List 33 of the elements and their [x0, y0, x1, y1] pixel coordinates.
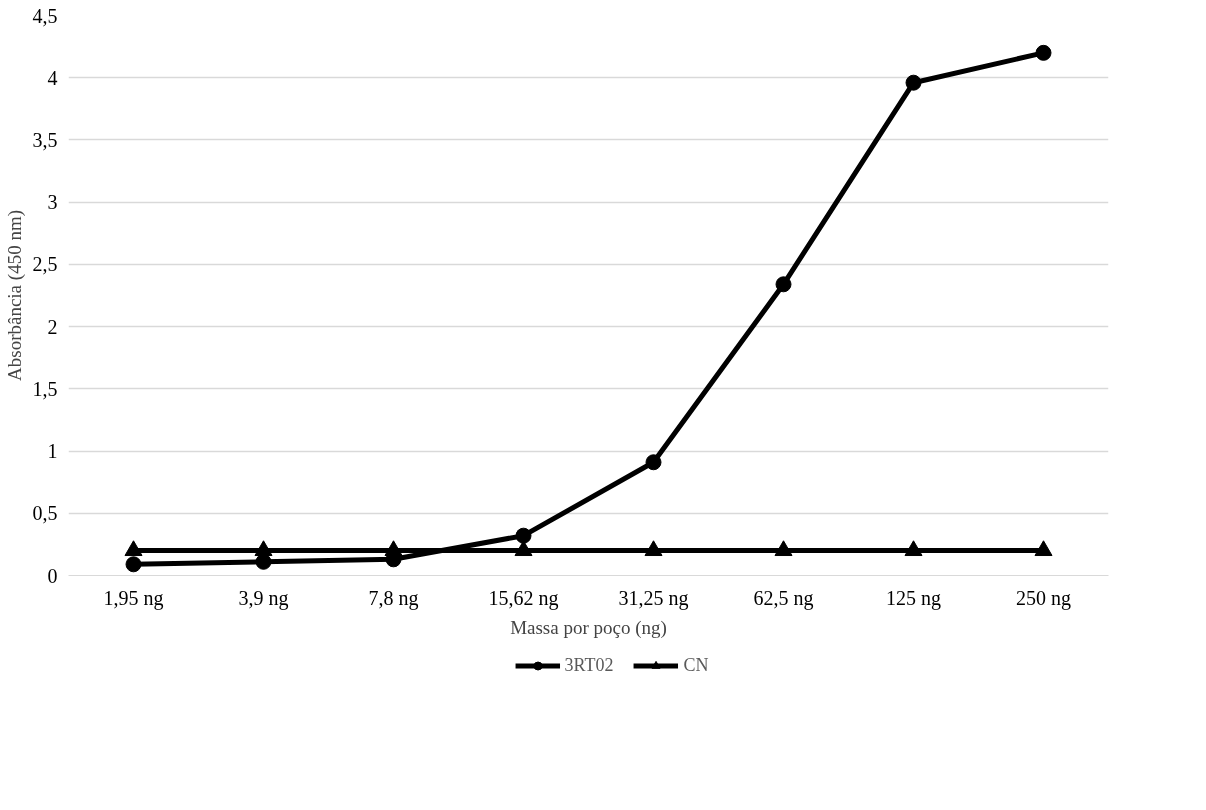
x-tick-label: 125 ng — [886, 586, 941, 610]
y-tick-label: 1 — [47, 440, 58, 463]
y-axis-title: Absorbância (450 nm) — [3, 210, 26, 381]
point — [1034, 540, 1053, 557]
y-tick-label: 2,5 — [32, 253, 58, 276]
x-tick-label: 62,5 ng — [753, 586, 814, 610]
y-tick-label: 0,5 — [32, 502, 58, 525]
y-tick-label: 1,5 — [32, 377, 58, 400]
x-tick-label: 1,95 ng — [103, 586, 164, 610]
y-tick-label: 4,5 — [32, 4, 58, 27]
y-tick-label: 3 — [47, 191, 58, 214]
point — [774, 540, 793, 557]
point — [515, 527, 532, 544]
y-tick-label: 3,5 — [32, 128, 58, 151]
point — [124, 540, 143, 557]
x-tick-label: 250 ng — [1016, 586, 1071, 610]
x-axis-title: Massa por poço (ng) — [510, 616, 667, 639]
x-tick-label: 7,8 ng — [368, 586, 419, 610]
point — [775, 276, 792, 293]
x-tick-label: 3,9 ng — [238, 586, 289, 610]
y-tick-label: 0 — [47, 564, 58, 587]
legend-label: 3RT02 — [564, 654, 614, 676]
point — [905, 74, 922, 91]
y-tick-label: 2 — [47, 315, 58, 338]
x-tick-label: 31,25 ng — [618, 586, 689, 610]
point — [1035, 44, 1052, 61]
point — [125, 556, 142, 573]
x-tick-label: 15,62 ng — [488, 586, 559, 610]
y-tick-label: 4 — [47, 66, 58, 89]
point — [904, 540, 923, 557]
legend-label: CN — [683, 654, 709, 676]
point — [644, 540, 663, 557]
point — [645, 454, 662, 471]
